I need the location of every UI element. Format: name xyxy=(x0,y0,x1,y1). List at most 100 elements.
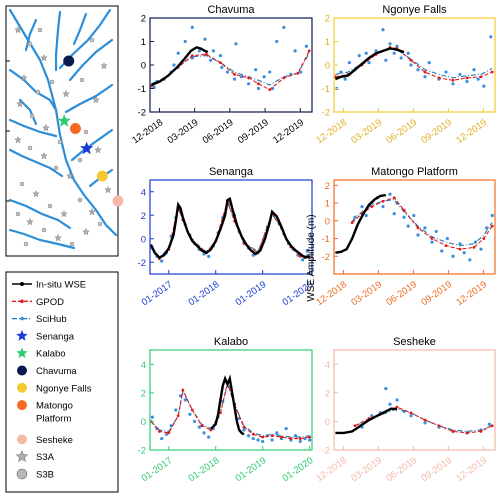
gpod-point xyxy=(451,78,455,82)
station-sesheke xyxy=(112,195,124,207)
x-tick-label: 01-2019 xyxy=(234,279,269,308)
data-point xyxy=(482,84,486,88)
y-tick-label: -2 xyxy=(322,446,330,457)
data-point xyxy=(423,75,427,79)
y-tick-label: -2 xyxy=(138,108,146,119)
data-point xyxy=(339,70,343,74)
data-point xyxy=(416,233,420,237)
gpod-point xyxy=(181,388,185,392)
s3b-marker xyxy=(27,145,33,151)
data-point xyxy=(176,51,180,55)
gpod-point xyxy=(490,70,494,74)
data-point xyxy=(487,422,491,426)
x-tick-label: 03-2019 xyxy=(166,117,201,146)
data-point xyxy=(406,51,410,55)
station-chavuma xyxy=(63,55,75,67)
gpod-point xyxy=(392,196,396,200)
gpod-point xyxy=(167,431,171,435)
x-tick-label: 06-2019 xyxy=(201,117,236,146)
series-insitu xyxy=(210,374,245,436)
y-tick-label: 1 xyxy=(325,37,330,48)
chart-title: Kalabo xyxy=(214,336,248,348)
data-point xyxy=(395,398,399,402)
gpod-point xyxy=(479,430,483,433)
chart-title: Ngonye Falls xyxy=(382,4,447,16)
legend-star-marker xyxy=(16,347,28,359)
data-point xyxy=(472,68,476,72)
data-point xyxy=(301,258,305,262)
data-point xyxy=(197,425,201,429)
station-matongo-platform xyxy=(69,123,81,134)
gpod-point xyxy=(479,75,483,79)
river-10 xyxy=(8,228,76,250)
data-point xyxy=(207,435,211,439)
gpod-point xyxy=(402,208,406,212)
chart-frame xyxy=(333,179,496,275)
data-point xyxy=(254,68,258,72)
x-tick-label: 01-2017 xyxy=(140,455,175,484)
data-point xyxy=(197,49,201,53)
legend-star-marker xyxy=(15,450,29,463)
y-tick-label: 2 xyxy=(141,14,146,25)
series-insitu xyxy=(150,46,209,87)
data-point xyxy=(207,254,211,258)
x-tick-label: 12-2019 xyxy=(454,279,489,308)
plot-area xyxy=(150,197,312,263)
gpod-point xyxy=(257,82,260,86)
data-point xyxy=(427,61,431,65)
legend-gpod-marker xyxy=(20,299,24,304)
series-scihub xyxy=(354,408,493,432)
gpod-point xyxy=(395,405,399,409)
x-tick-label: 06-2019 xyxy=(384,455,419,484)
legend-label: In-situ WSE xyxy=(36,280,86,291)
y-tick-label: 2 xyxy=(141,388,146,399)
gpod-point xyxy=(444,244,448,248)
data-point xyxy=(247,434,251,438)
y-tick-label: 0 xyxy=(325,216,330,227)
series-insitu xyxy=(150,197,310,260)
data-point xyxy=(465,79,469,84)
gpod-point xyxy=(423,418,427,422)
river-12 xyxy=(72,12,88,46)
y-tick-label: 2 xyxy=(141,211,146,222)
river-8 xyxy=(70,128,114,162)
data-point xyxy=(183,398,187,402)
data-point xyxy=(275,431,279,435)
legend-circle-marker xyxy=(17,382,27,393)
x-tick-label: 12-2018 xyxy=(314,455,349,484)
x-tick-label: 12-2019 xyxy=(271,117,306,146)
gpod-point xyxy=(430,237,434,240)
chart-frame xyxy=(333,17,496,113)
x-tick-label: 06-2019 xyxy=(384,117,419,146)
gpod-point xyxy=(157,430,161,433)
y-tick-label: 2 xyxy=(325,181,330,192)
y-tick-label: 2 xyxy=(325,14,330,25)
s3b-marker xyxy=(97,221,103,227)
data-point xyxy=(430,240,434,244)
station-senanga xyxy=(80,141,94,155)
y-tick-label: -2 xyxy=(322,108,330,119)
data-point xyxy=(384,58,388,62)
chart-frame xyxy=(149,349,313,451)
river-14 xyxy=(18,98,38,126)
x-tick-label: 06-2019 xyxy=(384,279,419,308)
gpod-point xyxy=(242,425,246,429)
gpod-point xyxy=(437,424,441,428)
s3b-marker xyxy=(53,165,59,171)
s3a-marker xyxy=(60,210,68,218)
data-point xyxy=(458,72,462,76)
s3b-marker xyxy=(77,197,83,203)
data-point xyxy=(374,49,378,53)
data-point xyxy=(490,213,494,218)
gpod-point xyxy=(176,414,180,418)
y-axis-label: WSE Amplitude (m) xyxy=(306,214,317,301)
x-tick-label: 12-2018 xyxy=(314,117,349,146)
data-point xyxy=(193,419,197,424)
chart-title: Chavuma xyxy=(207,4,255,16)
data-point xyxy=(211,49,215,53)
data-point xyxy=(451,82,455,86)
data-point xyxy=(270,438,274,442)
data-point xyxy=(172,63,176,67)
x-tick-label: 09-2019 xyxy=(236,117,271,146)
